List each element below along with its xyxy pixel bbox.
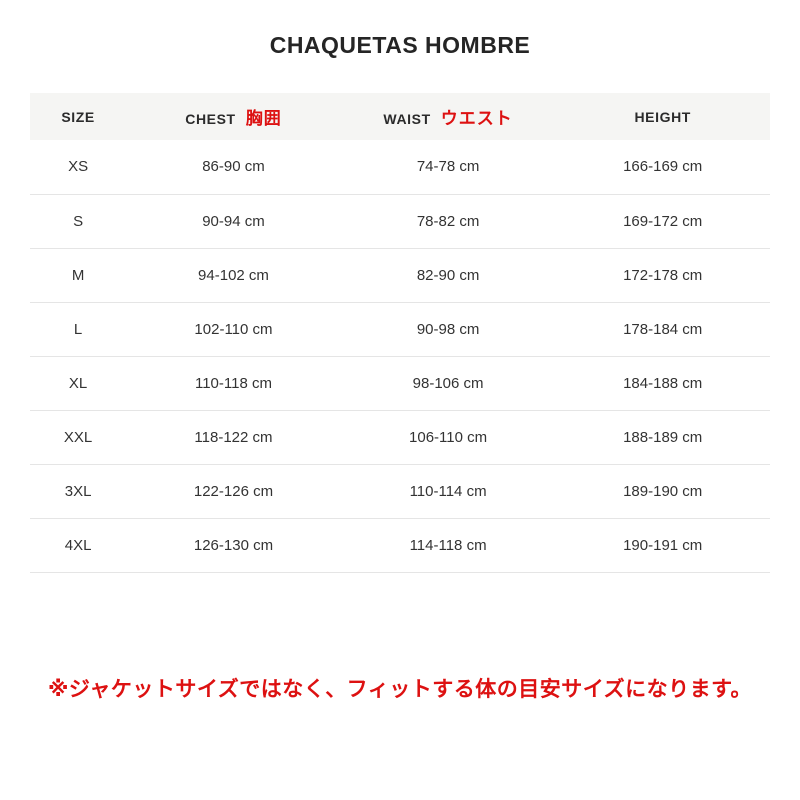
cell-size: XXL xyxy=(30,410,127,465)
cell-waist: 106-110 cm xyxy=(340,410,556,465)
cell-chest: 126-130 cm xyxy=(126,518,341,573)
cell-height: 178-184 cm xyxy=(555,302,770,357)
header-row: SIZE CHEST 胸囲 WAIST ウエスト HEIGHT xyxy=(30,93,770,140)
cell-waist: 114-118 cm xyxy=(340,518,556,573)
cell-height: 190-191 cm xyxy=(555,518,770,573)
header-cell-height: HEIGHT xyxy=(555,93,770,140)
cell-chest: 118-122 cm xyxy=(126,410,341,465)
header-cell-chest: CHEST 胸囲 xyxy=(126,93,341,140)
cell-height: 172-178 cm xyxy=(555,248,770,303)
header-label-size: SIZE xyxy=(61,108,95,125)
cell-size: XS xyxy=(30,140,127,195)
header-label-height: HEIGHT xyxy=(634,108,691,125)
header-annotation-chest-jp: 胸囲 xyxy=(245,109,282,128)
cell-height: 166-169 cm xyxy=(555,140,770,195)
cell-chest: 110-118 cm xyxy=(126,356,341,411)
cell-height: 184-188 cm xyxy=(555,356,770,411)
cell-chest: 102-110 cm xyxy=(126,302,341,357)
fit-disclaimer-note: ※ジャケットサイズではなく、フィットする体の目安サイズになります。 xyxy=(47,677,753,701)
page-title: CHAQUETAS HOMBRE xyxy=(269,32,531,58)
cell-waist: 98-106 cm xyxy=(340,356,556,411)
cell-waist: 90-98 cm xyxy=(340,302,556,357)
header-cell-waist: WAIST ウエスト xyxy=(340,93,556,140)
table-row-l: L 102-110 cm 90-98 cm 178-184 cm xyxy=(30,302,770,357)
table-header: SIZE CHEST 胸囲 WAIST ウエスト HEIGHT xyxy=(30,93,770,140)
table-row-s: S 90-94 cm 78-82 cm 169-172 cm xyxy=(30,194,770,249)
cell-size: XL xyxy=(30,356,127,411)
cell-chest: 90-94 cm xyxy=(126,194,341,249)
table-row-xs: XS 86-90 cm 74-78 cm 166-169 cm xyxy=(30,140,770,195)
header-label-chest: CHEST xyxy=(185,111,236,127)
header-cell-size: SIZE xyxy=(30,93,127,140)
cell-chest: 122-126 cm xyxy=(126,464,341,519)
cell-waist: 82-90 cm xyxy=(340,248,556,303)
table-row-xl: XL 110-118 cm 98-106 cm 184-188 cm xyxy=(30,356,770,411)
cell-size: L xyxy=(30,302,127,357)
cell-height: 189-190 cm xyxy=(555,464,770,519)
cell-chest: 94-102 cm xyxy=(126,248,341,303)
header-annotation-waist-jp: ウエスト xyxy=(440,109,513,128)
cell-size: 3XL xyxy=(30,464,127,519)
table-body: XS 86-90 cm 74-78 cm 166-169 cm S 90-94 … xyxy=(30,140,770,573)
cell-size: 4XL xyxy=(30,518,127,573)
size-chart-table: SIZE CHEST 胸囲 WAIST ウエスト HEIGHT XS 86-90 c… xyxy=(30,93,770,573)
cell-waist: 110-114 cm xyxy=(340,464,556,519)
cell-size: M xyxy=(30,248,127,303)
cell-waist: 74-78 cm xyxy=(340,140,556,195)
cell-height: 169-172 cm xyxy=(555,194,770,249)
table-row-4xl: 4XL 126-130 cm 114-118 cm 190-191 cm xyxy=(30,518,770,573)
header-label-waist: WAIST xyxy=(383,111,431,127)
table-row-3xl: 3XL 122-126 cm 110-114 cm 189-190 cm xyxy=(30,464,770,519)
cell-chest: 86-90 cm xyxy=(126,140,341,195)
cell-size: S xyxy=(30,194,127,249)
cell-height: 188-189 cm xyxy=(555,410,770,465)
cell-waist: 78-82 cm xyxy=(340,194,556,249)
table-row-xxl: XXL 118-122 cm 106-110 cm 188-189 cm xyxy=(30,410,770,465)
table-row-m: M 94-102 cm 82-90 cm 172-178 cm xyxy=(30,248,770,303)
